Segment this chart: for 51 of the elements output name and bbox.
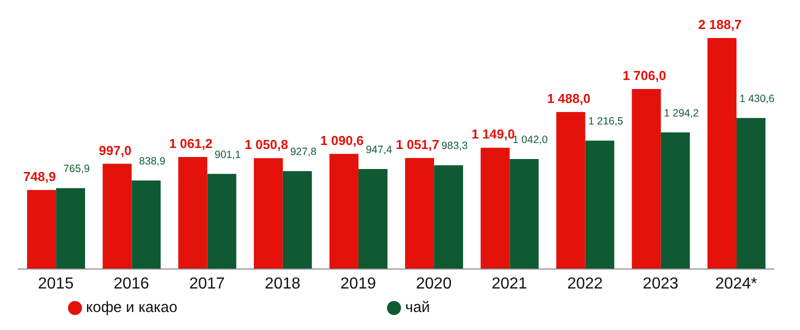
data-label: 1 050,8	[244, 137, 288, 152]
bar	[585, 140, 614, 269]
bar	[132, 180, 161, 269]
x-tick-label: 2016	[114, 275, 150, 292]
data-label: 1 430,6	[739, 93, 775, 106]
x-tick-label: 2018	[264, 275, 300, 292]
data-label: 1 090,6	[320, 132, 364, 148]
bar	[27, 190, 56, 269]
bar	[178, 157, 208, 269]
data-label: 901,1	[214, 148, 242, 161]
x-tick-label: 2020	[416, 275, 452, 292]
data-label: 1 706,0	[622, 68, 666, 83]
data-label: 1 488,0	[547, 90, 590, 106]
bar	[434, 165, 464, 269]
bar	[556, 112, 586, 269]
bar	[405, 158, 434, 269]
bar	[358, 169, 388, 269]
bar	[207, 174, 236, 269]
data-label: 748,9	[23, 168, 56, 184]
data-label: 1 061,2	[169, 136, 212, 151]
data-label: 983,3	[441, 140, 468, 152]
data-label: 1 051,7	[396, 137, 440, 152]
data-label: 1 216,5	[588, 116, 624, 128]
bar	[329, 154, 358, 269]
bar	[254, 158, 283, 269]
bar	[56, 188, 86, 269]
data-label: 765,9	[63, 163, 90, 176]
bar	[510, 159, 539, 269]
data-label: 997,0	[98, 142, 132, 158]
bar	[736, 118, 766, 269]
legend-label: чай	[405, 299, 430, 316]
data-label: 947,4	[366, 144, 392, 156]
data-label: 1 149,0	[471, 126, 515, 142]
bar	[102, 164, 132, 269]
bar	[282, 171, 312, 269]
x-tick-label: 2015	[38, 275, 74, 292]
bar	[707, 38, 736, 269]
x-tick-label: 2017	[189, 275, 225, 292]
x-tick-label: 2023	[642, 275, 678, 292]
x-tick-label: 2021	[492, 275, 528, 292]
x-tick-label: 2024*	[715, 275, 758, 292]
x-tick-label: 2022	[567, 275, 603, 292]
data-label: 927,8	[290, 146, 317, 158]
data-label: 2 188,7	[698, 17, 742, 32]
bar	[480, 148, 510, 269]
bar	[632, 88, 661, 269]
legend-label: кофе и какао	[86, 299, 178, 316]
bar	[660, 132, 690, 269]
x-tick-label: 2019	[340, 275, 376, 292]
data-label: 838,9	[139, 155, 166, 168]
data-label: 1 294,2	[664, 107, 700, 120]
